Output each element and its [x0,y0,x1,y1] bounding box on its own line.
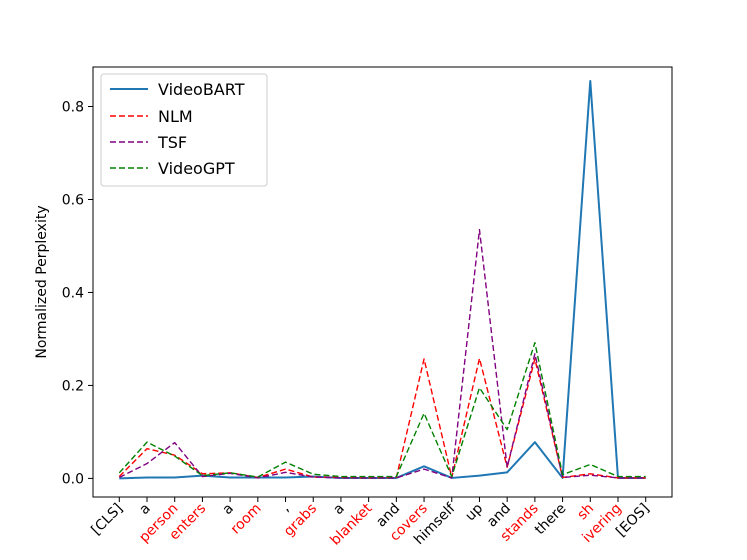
y-tick-label: 0.0 [62,471,84,487]
y-tick-label: 0.6 [62,192,84,208]
y-tick-label: 0.2 [62,378,84,394]
legend-label-videobart: VideoBART [158,80,245,99]
legend-label-videogpt: VideoGPT [158,159,235,178]
y-tick-label: 0.4 [62,285,84,301]
legend-label-tsf: TSF [157,133,187,152]
series-layer [118,79,646,480]
legend-label-nlm: NLM [158,107,193,126]
series-line-videogpt [118,341,646,478]
legend-box [100,73,268,187]
plot-frame [92,66,673,498]
legend: VideoBART NLM TSF VideoGPT [100,73,268,187]
y-axis-label: Normalized Perplexity [34,205,50,358]
y-axis: 0.0 0.2 0.4 0.6 0.8 [62,100,93,487]
series-line-tsf [118,228,646,479]
y-tick-label: 0.8 [62,100,84,116]
